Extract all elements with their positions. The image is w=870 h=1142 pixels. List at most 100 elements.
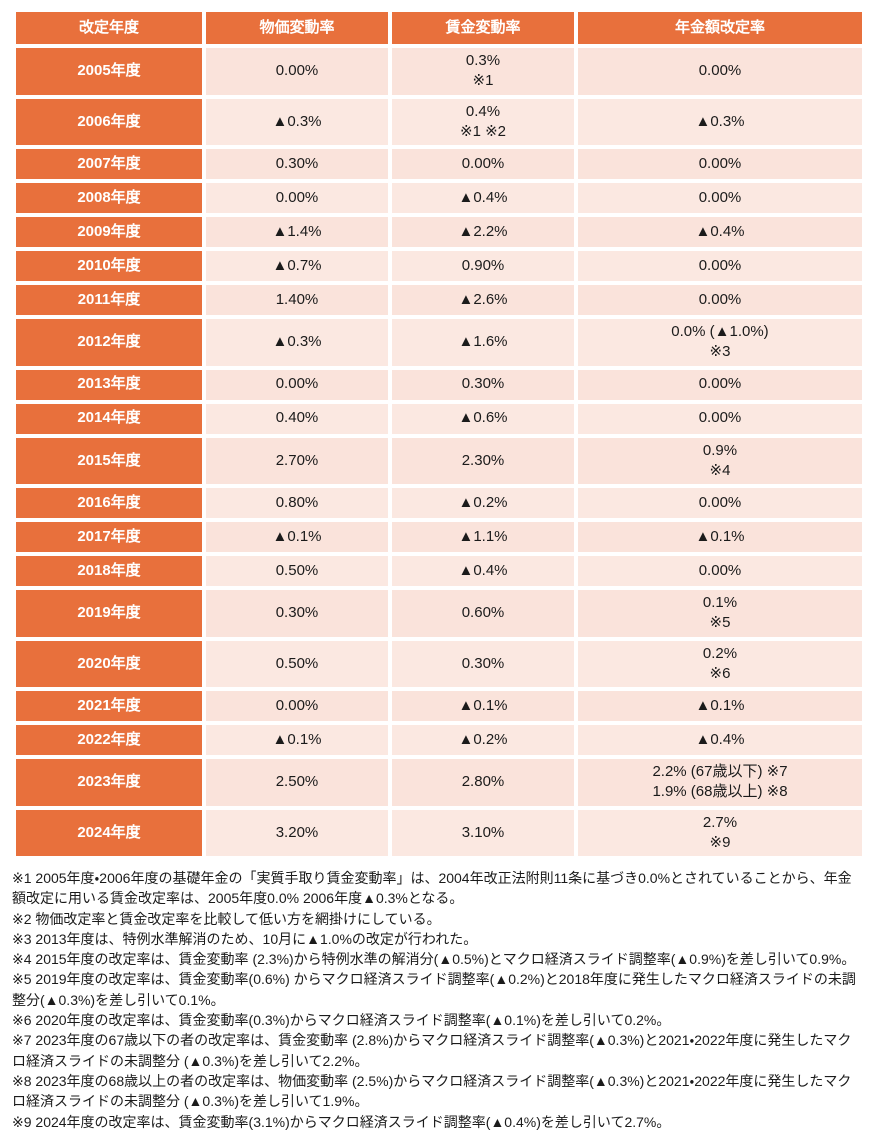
price-change-cell: 0.00% [206,691,388,721]
wage-change-cell: ▲2.6% [392,285,574,315]
year-cell: 2021年度 [16,691,202,721]
pension-revision-cell: 0.9% ※4 [578,437,862,484]
year-cell: 2014年度 [16,403,202,434]
table-row: 2013年度 0.00% 0.30% 0.00% [16,369,862,400]
pension-revision-cell: 0.00% [578,183,862,213]
table-row: 2005年度 0.00% 0.3% ※1 0.00% [16,48,862,95]
footnote: ※1 2005年度・2006年度の基礎年金の「実質手取り賃金変動率」は、2004… [12,870,852,907]
pension-revision-cell: 0.00% [578,149,862,179]
year-cell: 2022年度 [16,725,202,755]
year-cell: 2010年度 [16,251,202,281]
table-row: 2014年度 0.40% ▲0.6% 0.00% [16,403,862,434]
pension-revision-cell: 0.00% [578,285,862,315]
pension-revision-cell: 0.2% ※6 [578,640,862,687]
price-change-cell: ▲1.4% [206,217,388,247]
wage-change-cell: ▲2.2% [392,217,574,247]
year-cell: 2018年度 [16,556,202,586]
wage-change-cell: 0.3% ※1 [392,48,574,95]
year-cell: 2007年度 [16,149,202,179]
footnote: ※9 2024年度の改定率は、賃金変動率(3.1%)からマクロ経済スライド調整率… [12,1113,671,1130]
wage-change-cell: 2.80% [392,759,574,806]
table-row: 2019年度 0.30% 0.60% 0.1% ※5 [16,590,862,637]
column-header-price-change: 物価変動率 [206,12,388,44]
table-row: 2007年度 0.30% 0.00% 0.00% [16,149,862,179]
year-cell: 2023年度 [16,759,202,806]
price-change-cell: ▲0.1% [206,725,388,755]
wage-change-cell: 0.60% [392,590,574,637]
table-row: 2020年度 0.50% 0.30% 0.2% ※6 [16,640,862,687]
year-cell: 2006年度 [16,98,202,145]
pension-revision-cell: 2.7% ※9 [578,809,862,856]
price-change-cell: 0.40% [206,403,388,434]
pension-revision-cell: 2.2% (67歳以下) ※7 1.9% (68歳以上) ※8 [578,759,862,806]
table-row: 2012年度 ▲0.3% ▲1.6% 0.0% (▲1.0%) ※3 [16,319,862,366]
footnote: ※4 2015年度の改定率は、賃金変動率 (2.3%)から特例水準の解消分(▲0… [12,951,856,968]
price-change-cell: 0.00% [206,183,388,213]
year-cell: 2015年度 [16,437,202,484]
pension-revision-cell: 0.00% [578,488,862,518]
wage-change-cell: ▲0.2% [392,725,574,755]
price-change-cell: 0.80% [206,488,388,518]
footnote: ※3 2013年度は、特例水準解消のため、10月に▲1.0%の改定が行われた。 [12,930,478,947]
table-row: 2008年度 0.00% ▲0.4% 0.00% [16,183,862,213]
pension-revision-cell: 0.00% [578,48,862,95]
table-header-row: 改定年度 物価変動率 賃金変動率 年金額改定率 [16,12,862,44]
footnote: ※6 2020年度の改定率は、賃金変動率(0.3%)からマクロ経済スライド調整率… [12,1012,671,1029]
pension-revision-cell: ▲0.1% [578,522,862,552]
pension-revision-cell: ▲0.3% [578,98,862,145]
year-cell: 2009年度 [16,217,202,247]
table-row: 2010年度 ▲0.7% 0.90% 0.00% [16,251,862,281]
year-cell: 2008年度 [16,183,202,213]
column-header-year: 改定年度 [16,12,202,44]
table-row: 2021年度 0.00% ▲0.1% ▲0.1% [16,691,862,721]
wage-change-cell: ▲0.1% [392,691,574,721]
price-change-cell: ▲0.3% [206,98,388,145]
pension-revision-rate-table: 改定年度 物価変動率 賃金変動率 年金額改定率 2005年度 0.00% 0.3% … [12,8,866,860]
wage-change-cell: ▲1.1% [392,522,574,552]
wage-change-cell: 0.30% [392,640,574,687]
price-change-cell: 0.50% [206,556,388,586]
price-change-cell: 0.00% [206,369,388,400]
year-cell: 2016年度 [16,488,202,518]
year-cell: 2012年度 [16,319,202,366]
pension-revision-cell: 0.0% (▲1.0%) ※3 [578,319,862,366]
wage-change-cell: ▲0.6% [392,403,574,434]
footnote: ※2 物価改定率と賃金改定率を比較して低い方を網掛けにしている。 [12,910,441,927]
wage-change-cell: 0.4% ※1 ※2 [392,98,574,145]
wage-change-cell: ▲1.6% [392,319,574,366]
pension-revision-cell: ▲0.1% [578,691,862,721]
pension-revision-cell: ▲0.4% [578,725,862,755]
wage-change-cell: 3.10% [392,809,574,856]
price-change-cell: 2.50% [206,759,388,806]
pension-revision-cell: 0.00% [578,369,862,400]
price-change-cell: 2.70% [206,437,388,484]
wage-change-cell: 2.30% [392,437,574,484]
column-header-wage-change: 賃金変動率 [392,12,574,44]
price-change-cell: 1.40% [206,285,388,315]
table-row: 2016年度 0.80% ▲0.2% 0.00% [16,488,862,518]
footnote: ※5 2019年度の改定率は、賃金変動率(0.6%) からマクロ経済スライド調整… [12,971,856,1008]
wage-change-cell: ▲0.2% [392,488,574,518]
wage-change-cell: 0.30% [392,369,574,400]
price-change-cell: 0.30% [206,590,388,637]
price-change-cell: 0.50% [206,640,388,687]
table-row: 2015年度 2.70% 2.30% 0.9% ※4 [16,437,862,484]
price-change-cell: ▲0.1% [206,522,388,552]
year-cell: 2013年度 [16,369,202,400]
year-cell: 2017年度 [16,522,202,552]
footnotes-section: ※1 2005年度・2006年度の基礎年金の「実質手取り賃金変動率」は、2004… [12,868,858,1132]
table-row: 2017年度 ▲0.1% ▲1.1% ▲0.1% [16,522,862,552]
pension-revision-cell: ▲0.4% [578,217,862,247]
wage-change-cell: ▲0.4% [392,556,574,586]
table-row: 2011年度 1.40% ▲2.6% 0.00% [16,285,862,315]
wage-change-cell: 0.00% [392,149,574,179]
table-row: 2024年度 3.20% 3.10% 2.7% ※9 [16,809,862,856]
footnote: ※7 2023年度の67歳以下の者の改定率は、賃金変動率 (2.8%)からマクロ… [12,1032,852,1069]
price-change-cell: 0.30% [206,149,388,179]
footnote: ※8 2023年度の68歳以上の者の改定率は、物価変動率 (2.5%)からマクロ… [12,1072,852,1110]
table-row: 2018年度 0.50% ▲0.4% 0.00% [16,556,862,586]
pension-revision-cell: 0.00% [578,251,862,281]
pension-revision-cell: 0.1% ※5 [578,590,862,637]
year-cell: 2020年度 [16,640,202,687]
